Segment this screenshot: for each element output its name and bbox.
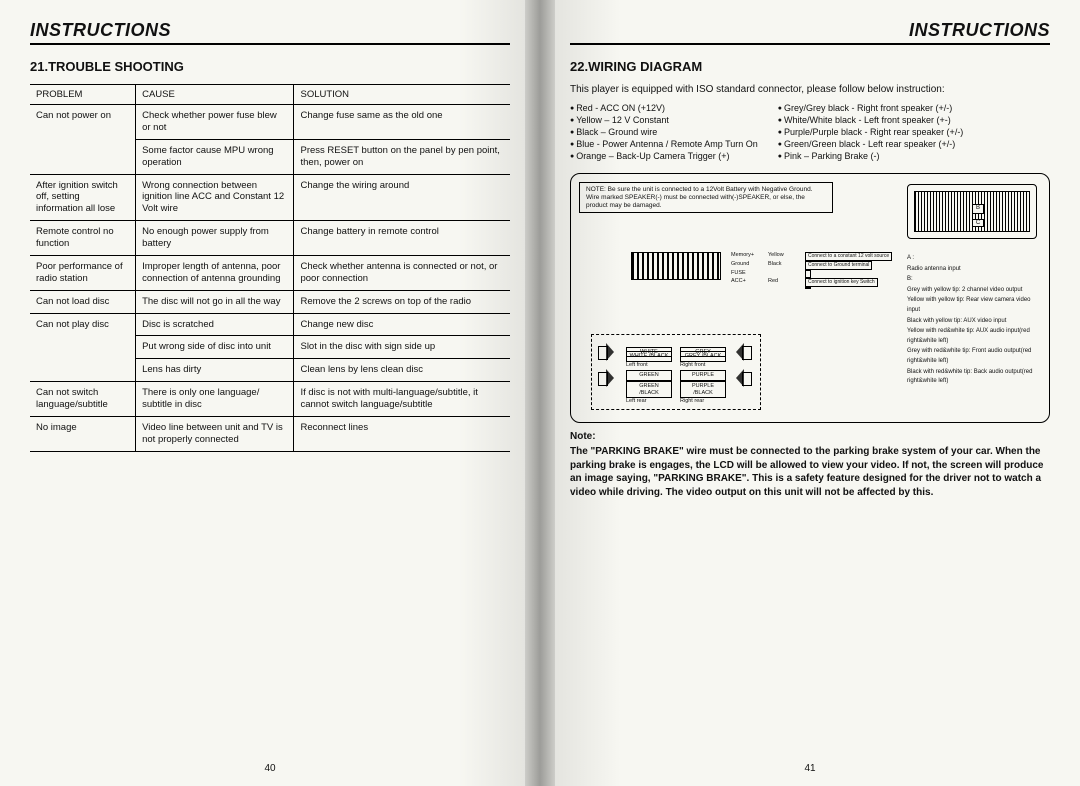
col-solution: SOLUTION: [294, 85, 510, 105]
speaker-icon: [598, 369, 616, 387]
left-page: INSTRUCTIONS 21.TROUBLE SHOOTING PROBLEM…: [0, 0, 540, 786]
wiring-diagram: NOTE: Be sure the unit is connected to a…: [570, 173, 1050, 423]
speaker-diagram: WHITE GREY WHITE /BLACK Left front GREEN…: [591, 334, 761, 410]
wiring-list: Red - ACC ON (+12V)Yellow – 12 V Constan…: [570, 103, 1050, 163]
intro-text: This player is equipped with ISO standar…: [570, 84, 1050, 95]
note-title: Note:: [570, 431, 1050, 442]
diagram-note: NOTE: Be sure the unit is connected to a…: [579, 182, 833, 213]
page-header: INSTRUCTIONS: [30, 20, 510, 45]
connector-notes: A :Radio antenna inputB:Grey with yellow…: [907, 254, 1037, 388]
harness-icon: [631, 252, 721, 280]
troubleshooting-table: PROBLEM CAUSE SOLUTION Can not power onC…: [30, 84, 510, 452]
head-unit-icon: BC: [907, 184, 1037, 239]
col-cause: CAUSE: [136, 85, 294, 105]
note-text: The "PARKING BRAKE" wire must be connect…: [570, 445, 1050, 499]
section-title: 22.WIRING DIAGRAM: [570, 59, 1050, 74]
section-title: 21.TROUBLE SHOOTING: [30, 59, 510, 74]
wiring-col2: Grey/Grey black - Right front speaker (+…: [778, 103, 964, 163]
speaker-icon: [734, 343, 752, 361]
wiring-col1: Red - ACC ON (+12V)Yellow – 12 V Constan…: [570, 103, 758, 163]
page-number: 41: [804, 763, 815, 774]
col-problem: PROBLEM: [30, 85, 136, 105]
page-number: 40: [264, 763, 275, 774]
harness-labels: Memory+YellowConnect to a constant 12 vo…: [731, 252, 892, 289]
right-page: INSTRUCTIONS 22.WIRING DIAGRAM This play…: [540, 0, 1080, 786]
speaker-icon: [734, 369, 752, 387]
speaker-icon: [598, 343, 616, 361]
page-header: INSTRUCTIONS: [570, 20, 1050, 45]
